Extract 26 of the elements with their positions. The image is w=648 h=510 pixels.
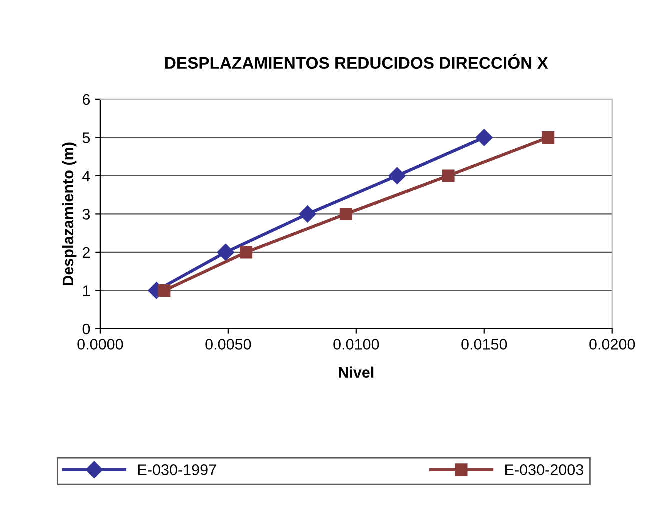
point — [217, 244, 234, 261]
y-tick-label: 0 — [82, 324, 90, 335]
y-axis-title: Desplazamiento (m) — [62, 142, 77, 286]
legend-label: E-030-1997 — [138, 464, 216, 476]
x-tick-label: 0.0150 — [462, 339, 508, 350]
x-axis-title: Nivel — [339, 366, 374, 378]
point — [158, 284, 171, 297]
y-tick-label: 3 — [82, 209, 90, 220]
point — [442, 170, 455, 182]
x-tick-label: 0.0100 — [334, 339, 380, 350]
point — [388, 167, 406, 184]
y-tick-label: 1 — [83, 286, 90, 296]
point — [240, 246, 253, 259]
point — [340, 208, 352, 220]
y-tick-label: 4 — [82, 170, 90, 182]
legend-label: E-030-2003 — [506, 464, 584, 476]
y-tick-label: 6 — [83, 94, 90, 106]
x-tick-label: 0.0200 — [590, 339, 636, 350]
chart-title: DESPLAZAMIENTOS REDUCIDOS DIRECCIÓN X — [166, 54, 548, 70]
x-tick-label: 0.0050 — [206, 339, 252, 350]
point — [476, 129, 493, 146]
y-tick-label: 5 — [82, 132, 90, 144]
x-tick-label: 0.0000 — [78, 339, 124, 350]
point — [542, 131, 555, 144]
y-tick-label: 2 — [82, 247, 90, 258]
point — [299, 206, 316, 223]
